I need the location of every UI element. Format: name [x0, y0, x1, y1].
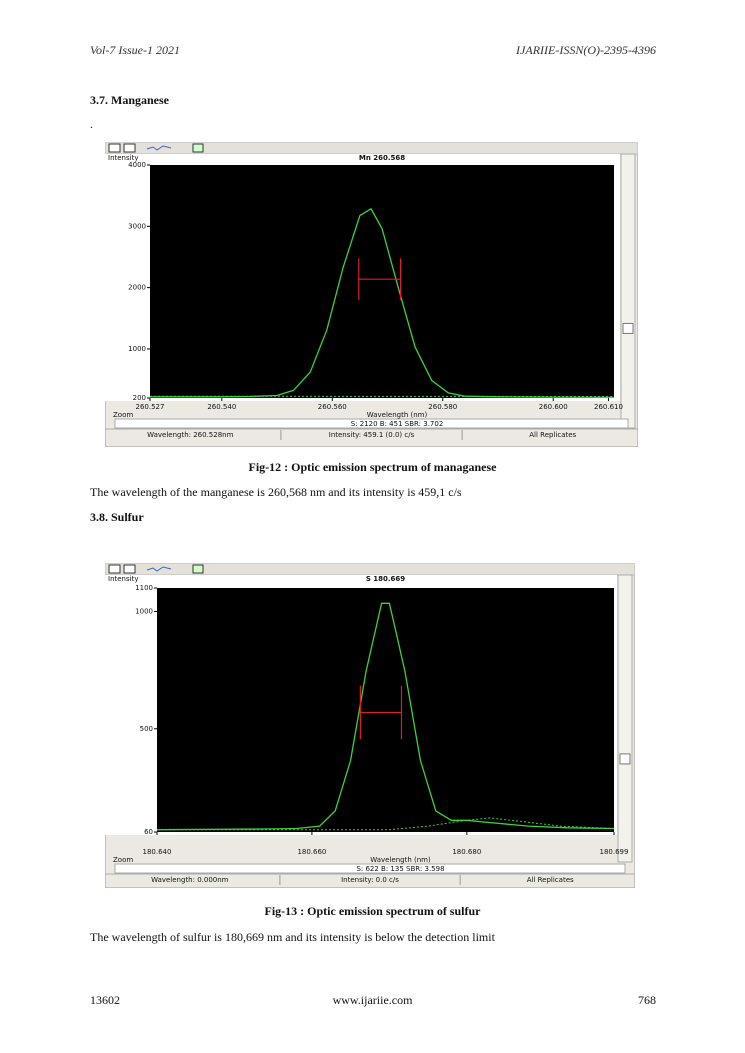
toolbar-icon [123, 143, 136, 153]
x-tick-label: 180.660 [297, 848, 326, 856]
width-marker [358, 258, 402, 301]
y-tick-label: 200 [133, 394, 146, 402]
x-axis-label: Wavelength (nm) [367, 411, 428, 419]
scroll-thumb [622, 322, 634, 334]
stats: S: 622 B: 135 SBR: 3.598 [356, 865, 444, 873]
y-axis-label: Intensity [108, 575, 138, 583]
toolbar [105, 142, 638, 155]
toolbar-icon [146, 566, 172, 572]
y-tick-label: 1000 [135, 607, 153, 615]
y-tick-label: 60 [144, 828, 153, 836]
spectrum-line [150, 207, 615, 399]
x-tick-label: 260.527 [136, 403, 165, 411]
status-field: Wavelength: 260.528nm [147, 431, 233, 439]
stats-bar [114, 863, 626, 874]
figure: Intensity Mn 260.568 200 1000 2000 3000 4000 26… [105, 142, 638, 447]
y-tick-label: 2000 [128, 284, 146, 292]
status-field: Intensity: 0.0 c/s [341, 876, 399, 884]
y-tick-label: 4000 [128, 161, 146, 169]
y-tick-label: 3000 [128, 222, 146, 230]
x-tick-label: 260.600 [539, 403, 568, 411]
toolbar-icon [192, 564, 204, 574]
zoom-label: Zoom [113, 856, 133, 864]
x-axis-label: Wavelength (nm) [370, 856, 431, 864]
footer-left: 13602 [90, 993, 120, 1007]
status-field: Wavelength: 0.000nm [151, 876, 229, 884]
toolbar-icon [108, 564, 121, 574]
caption: Fig-13 : Optic emission spectrum of sulf… [264, 904, 481, 918]
footer-center: www.ijariie.com [332, 993, 413, 1007]
zoom-label: Zoom [113, 411, 133, 419]
width-marker [359, 685, 403, 740]
x-tick-label: 260.580 [428, 403, 457, 411]
scrollbar [617, 574, 633, 863]
caption: Fig-12 : Optic emission spectrum of mana… [248, 460, 497, 474]
header-left: Vol-7 Issue-1 2021 [90, 43, 180, 57]
reference-line [157, 817, 615, 831]
toolbar [105, 563, 635, 576]
x-tick-label: 180.680 [452, 848, 481, 856]
spectrum-line [156, 602, 615, 831]
plot-area [150, 165, 614, 398]
section-heading: 3.7. Manganese [90, 93, 169, 107]
x-tick-label: 260.560 [318, 403, 347, 411]
y-tick-label: 500 [140, 725, 153, 733]
toolbar-icon [108, 143, 121, 153]
paragraph: The wavelength of the manganese is 260,5… [90, 485, 462, 499]
x-tick-label: 180.640 [143, 848, 172, 856]
section-heading: 3.8. Sulfur [90, 510, 144, 524]
y-axis-label: Intensity [108, 154, 138, 162]
chart-title: Mn 260.568 [359, 154, 405, 162]
status-field: All Replicates [527, 876, 574, 884]
note: . [90, 117, 93, 131]
x-tick-label: 180.699 [600, 848, 629, 856]
footer-right: 768 [638, 993, 656, 1007]
x-tick-label: 260.540 [207, 403, 236, 411]
stats-bar [114, 418, 629, 429]
header-right: IJARIIE-ISSN(O)-2395-4396 [516, 43, 656, 57]
x-tick-label: 260.610 [594, 403, 623, 411]
scroll-thumb [619, 753, 631, 765]
figure: Intensity S 180.669 60 500 1000 1100 180.640 18… [105, 563, 635, 888]
plot-area [157, 588, 614, 832]
toolbar-icon [146, 145, 172, 151]
toolbar-icon [192, 143, 204, 153]
chart-title: S 180.669 [366, 575, 405, 583]
y-tick-label: 1000 [128, 345, 146, 353]
scrollbar [620, 153, 636, 429]
paragraph: The wavelength of sulfur is 180,669 nm a… [90, 930, 495, 944]
status-field: Intensity: 459.1 (0.0) c/s [329, 431, 415, 439]
toolbar-icon [123, 564, 136, 574]
y-tick-label: 1100 [135, 584, 153, 592]
status-field: All Replicates [529, 431, 576, 439]
stats: S: 2120 B: 451 SBR: 3.702 [351, 420, 444, 428]
